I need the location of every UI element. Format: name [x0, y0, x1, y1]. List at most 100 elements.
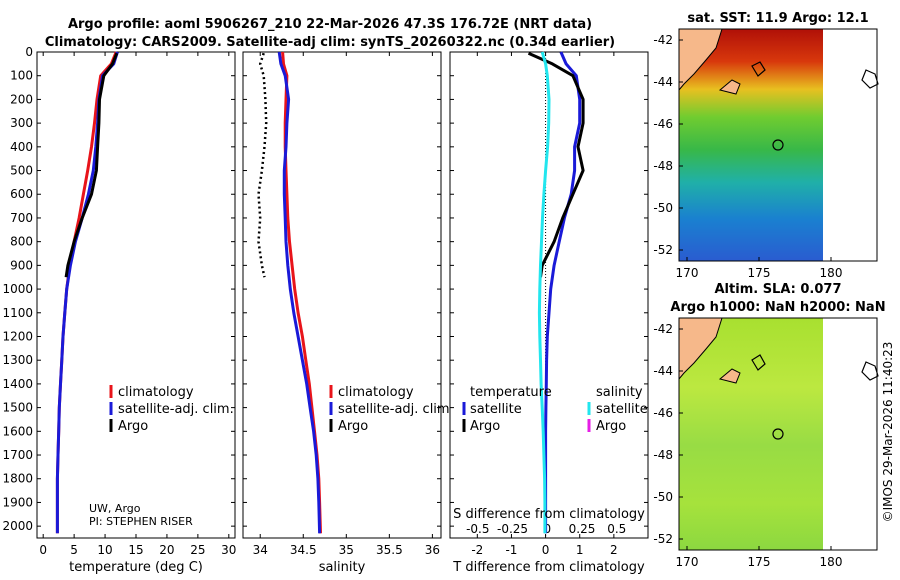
- y-tick-label: 1200: [2, 329, 33, 343]
- x-tick-label: 30: [221, 543, 236, 557]
- legend-temp-satellite: satellite: [470, 402, 522, 417]
- south-island-land: [678, 317, 723, 381]
- x-tick-label: 35: [339, 543, 354, 557]
- series-salinity-satellite: [537, 51, 551, 534]
- y-tick-label: 1100: [2, 306, 33, 320]
- x-tick-label: 15: [128, 543, 143, 557]
- y-tick-label: 1300: [2, 353, 33, 367]
- y-tick-label: 2000: [2, 519, 33, 533]
- y-tick-label: 0: [25, 45, 33, 59]
- y-tick-label: 600: [10, 187, 33, 201]
- x-tick-label: 36: [425, 543, 440, 557]
- lat-tick-label: -50: [653, 490, 673, 504]
- legend-salinity-heading: salinity: [596, 385, 643, 400]
- lat-tick-label: -48: [653, 159, 673, 173]
- temperature-x-label: temperature (deg C): [69, 560, 203, 575]
- salinity-series: [257, 51, 322, 534]
- stewart-island-land: [718, 79, 741, 95]
- y-tick-label: 300: [10, 116, 33, 130]
- lat-tick-label: -44: [653, 364, 673, 378]
- lat-tick-label: -46: [653, 406, 673, 420]
- institution-note: UW, Argo: [89, 502, 141, 515]
- salinity-diff-tick-label: -0.5: [466, 522, 489, 536]
- islands-outline: [751, 354, 766, 371]
- x-tick-label: 35.5: [376, 543, 403, 557]
- sla-field: [679, 318, 823, 550]
- series-argo: [257, 52, 268, 278]
- south-island-land: [678, 28, 723, 92]
- lat-tick-label: -52: [653, 532, 673, 546]
- sla-map-frame: [678, 317, 878, 551]
- x-tick-label: 0: [542, 543, 550, 557]
- x-tick-label: 0: [39, 543, 47, 557]
- difference-legend: temperature satellite Argo salinity sate…: [462, 385, 648, 434]
- x-tick-label: -2: [471, 543, 483, 557]
- series-temperature-satellite: [544, 51, 582, 534]
- argo-float-position-marker: [772, 428, 784, 440]
- legend-temp-argo: Argo: [470, 419, 500, 434]
- lon-tick-label: 175: [748, 555, 771, 569]
- lon-tick-label: 170: [676, 266, 699, 280]
- sla-map-title2: Argo h1000: NaN h2000: NaN: [670, 300, 885, 315]
- sst-map: sat. SST: 11.9 Argo: 12.1 -42 -44 -46 -48 -5…: [653, 11, 879, 280]
- salinity-panel: 34 34.5 35 35.5 36 salinity climatology sate…: [242, 51, 454, 575]
- chatham-islands-outline: [861, 69, 879, 89]
- x-tick-label: 25: [190, 543, 205, 557]
- y-tick-label: 1900: [2, 495, 33, 509]
- salinity-diff-tick-label: -0.25: [497, 522, 528, 536]
- x-tick-label: 34: [253, 543, 268, 557]
- temperature-series: [55, 51, 119, 534]
- figure-title-line2: Climatology: CARS2009. Satellite-adj cli…: [45, 35, 615, 50]
- legend-satellite: satellite-adj. clim.: [338, 402, 454, 417]
- salinity-axes-frame: [242, 51, 442, 539]
- y-tick-label: 1400: [2, 377, 33, 391]
- x-tick-label: 2: [610, 543, 618, 557]
- figure-title-line1: Argo profile: aoml 5906267_210 22-Mar-20…: [68, 17, 592, 32]
- lat-tick-label: -52: [653, 243, 673, 257]
- x-tick-label: 20: [159, 543, 174, 557]
- legend-sal-argo: Argo: [596, 419, 626, 434]
- lat-tick-label: -46: [653, 117, 673, 131]
- stewart-island-land: [718, 368, 741, 384]
- legend-argo: Argo: [338, 419, 368, 434]
- difference-panel: -2 -1 0 1 2 -0.5 -0.25 0 0.25 0.5 T difference fr…: [449, 51, 649, 575]
- temperature-axes-frame: [36, 51, 236, 539]
- y-tick-label: 500: [10, 164, 33, 178]
- temperature-legend: climatology satellite-adj. clim. Argo: [109, 385, 234, 434]
- x-tick-label: 5: [70, 543, 78, 557]
- legend-argo: Argo: [118, 419, 148, 434]
- sst-field: [679, 29, 823, 261]
- y-tick-label: 1800: [2, 472, 33, 486]
- salinity-difference-top-label: S difference from climatology: [453, 507, 645, 522]
- islands-outline: [751, 61, 766, 77]
- y-tick-label: 200: [10, 92, 33, 106]
- y-tick-label: 700: [10, 211, 33, 225]
- temperature-axis-ticks: 0100200300400500600700800900100011001200…: [2, 45, 236, 557]
- series-satellite-adj-clim-: [277, 51, 322, 534]
- legend-satellite: satellite-adj. clim.: [118, 402, 234, 417]
- difference-series: [527, 51, 585, 534]
- y-tick-label: 400: [10, 140, 33, 154]
- lat-tick-label: -48: [653, 448, 673, 462]
- series-temperature-argo: [527, 51, 585, 278]
- temperature-panel: 0100200300400500600700800900100011001200…: [2, 45, 236, 575]
- lon-tick-label: 170: [676, 555, 699, 569]
- salinity-axis-ticks: 34 34.5 35 35.5 36: [243, 51, 441, 557]
- lat-tick-label: -42: [653, 33, 673, 47]
- imos-watermark: ©IMOS 29-Mar-2026 11:40:23: [881, 342, 895, 523]
- salinity-diff-tick-label: 0.25: [569, 522, 596, 536]
- sla-map: Altim. SLA: 0.077 Argo h1000: NaN h2000:…: [653, 282, 885, 569]
- legend-climatology: climatology: [338, 385, 414, 400]
- argo-float-position-marker: [772, 139, 784, 151]
- difference-x-label: T difference from climatology: [452, 560, 645, 575]
- lat-tick-label: -42: [653, 322, 673, 336]
- legend-sal-satellite: satellite: [596, 402, 648, 417]
- pi-note: PI: STEPHEN RISER: [89, 515, 193, 528]
- lat-tick-label: -44: [653, 75, 673, 89]
- x-tick-label: 1: [576, 543, 584, 557]
- series-argo: [64, 52, 119, 278]
- difference-axis-ticks: -2 -1 0 1 2 -0.5 -0.25 0 0.25 0.5: [450, 51, 648, 557]
